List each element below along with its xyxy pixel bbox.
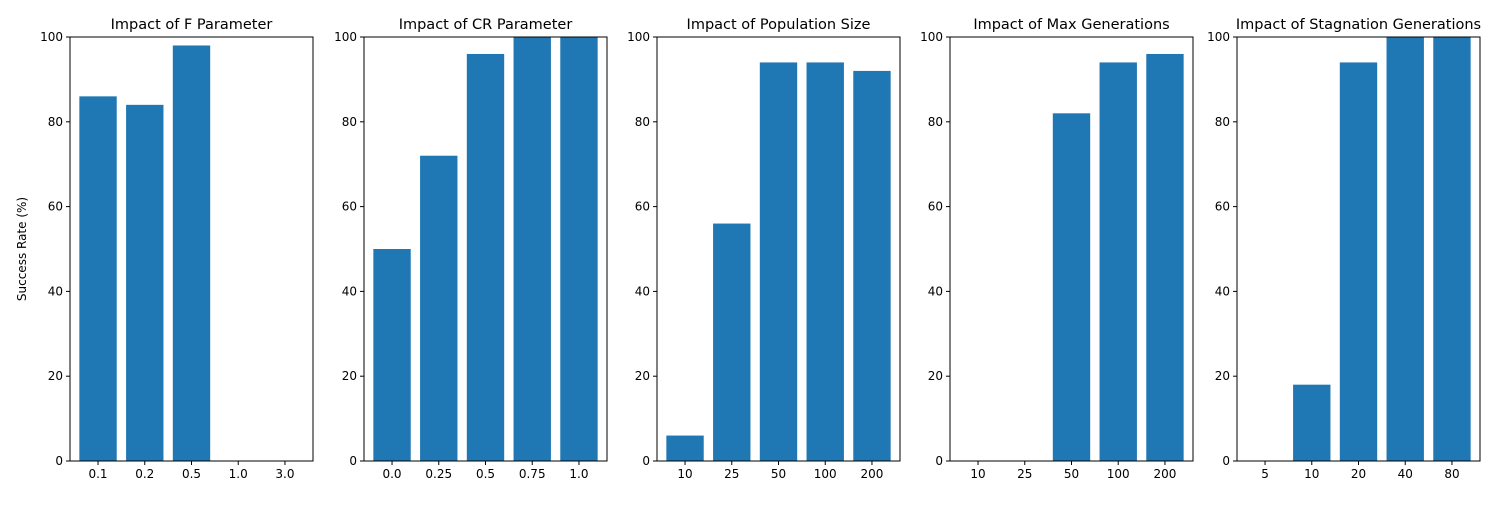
bar xyxy=(1146,53,1184,462)
bar xyxy=(126,104,164,461)
y-tick-label: 0 xyxy=(642,454,650,468)
y-tick-label: 40 xyxy=(48,284,63,298)
bar xyxy=(713,223,751,461)
subplot-2: 0.0 0.25 0.5 0.75 1.0 0 20 40 60 80 100 Impact of C… xyxy=(334,17,608,481)
bar xyxy=(1339,62,1378,461)
bar xyxy=(1293,384,1331,461)
bar xyxy=(79,96,117,462)
y-tick-label: 100 xyxy=(334,30,357,44)
x-tick-label: 10 xyxy=(970,467,985,481)
y-tick-label: 20 xyxy=(342,369,357,383)
bar xyxy=(853,70,891,462)
bar xyxy=(513,37,551,461)
y-tick-label: 0 xyxy=(349,454,357,468)
y-tick-label: 40 xyxy=(635,284,650,298)
chart-title: Impact of F Parameter xyxy=(111,17,273,33)
y-tick-label: 20 xyxy=(48,369,63,383)
subplot-1: 0.1 0.2 0.5 1.0 3.0 0 20 40 60 80 100 Impact of F P… xyxy=(15,17,314,481)
x-tick-label: 200 xyxy=(1154,467,1177,481)
subplot-5: 5 10 20 40 80 0 20 40 60 80 100 Impact of Stagnatio… xyxy=(1207,17,1481,481)
y-tick-label: 60 xyxy=(635,200,650,214)
x-tick-label: 0.75 xyxy=(519,467,546,481)
y-tick-label: 60 xyxy=(48,200,63,214)
bar xyxy=(373,249,411,461)
x-tick-label: 25 xyxy=(724,467,739,481)
x-tick-label: 200 xyxy=(861,467,884,481)
x-tick-label: 20 xyxy=(1351,467,1366,481)
bar xyxy=(759,62,798,461)
y-tick-label: 100 xyxy=(627,30,650,44)
y-tick-label: 80 xyxy=(48,115,63,129)
x-tick-label: 1.0 xyxy=(229,467,248,481)
x-tick-label: 50 xyxy=(771,467,786,481)
y-tick-label: 80 xyxy=(1215,115,1230,129)
bar xyxy=(1386,37,1424,461)
chart-title: Impact of Stagnation Generations xyxy=(1236,17,1481,33)
x-tick-label: 25 xyxy=(1017,467,1032,481)
bar xyxy=(666,435,704,461)
y-tick-label: 40 xyxy=(928,284,943,298)
x-tick-label: 100 xyxy=(1107,467,1130,481)
y-tick-label: 60 xyxy=(1215,200,1230,214)
y-tick-label: 60 xyxy=(342,200,357,214)
x-tick-label: 3.0 xyxy=(275,467,294,481)
subplot-4: 10 25 50 100 200 0 20 40 60 80 100 Impact of Max Ge… xyxy=(920,17,1194,481)
bar xyxy=(420,155,458,461)
x-tick-label: 80 xyxy=(1444,467,1459,481)
x-tick-label: 10 xyxy=(677,467,692,481)
x-tick-label: 1.0 xyxy=(569,467,588,481)
x-tick-label: 0.2 xyxy=(135,467,154,481)
y-tick-label: 100 xyxy=(1207,30,1230,44)
x-tick-label: 0.5 xyxy=(182,467,201,481)
chart-title: Impact of Max Generations xyxy=(973,17,1169,33)
x-tick-label: 5 xyxy=(1261,467,1269,481)
y-tick-label: 80 xyxy=(635,115,650,129)
x-tick-label: 40 xyxy=(1398,467,1413,481)
bar xyxy=(806,62,844,461)
y-tick-label: 20 xyxy=(928,369,943,383)
x-tick-label: 0.1 xyxy=(88,467,107,481)
bar xyxy=(172,45,211,461)
bar xyxy=(1433,37,1471,461)
y-tick-label: 0 xyxy=(55,454,63,468)
chart-title: Impact of CR Parameter xyxy=(399,17,573,33)
bar xyxy=(1052,113,1091,461)
bar xyxy=(560,37,598,461)
y-tick-label: 100 xyxy=(920,30,943,44)
chart-title: Impact of Population Size xyxy=(687,17,871,33)
x-tick-label: 10 xyxy=(1304,467,1319,481)
y-tick-label: 100 xyxy=(40,30,63,44)
y-axis-label: Success Rate (%) xyxy=(15,197,29,301)
x-tick-label: 0.25 xyxy=(425,467,452,481)
y-tick-label: 20 xyxy=(1215,369,1230,383)
x-tick-label: 0.0 xyxy=(382,467,401,481)
y-tick-label: 60 xyxy=(928,200,943,214)
subplot-3: 10 25 50 100 200 0 20 40 60 80 100 Impact of Popula… xyxy=(627,17,901,481)
y-tick-label: 80 xyxy=(928,115,943,129)
x-tick-label: 0.5 xyxy=(476,467,495,481)
bar xyxy=(466,53,505,462)
bar xyxy=(1099,62,1137,461)
x-tick-label: 50 xyxy=(1064,467,1079,481)
y-tick-label: 40 xyxy=(1215,284,1230,298)
x-tick-label: 100 xyxy=(814,467,837,481)
y-tick-label: 0 xyxy=(1222,454,1230,468)
y-tick-label: 40 xyxy=(342,284,357,298)
y-tick-label: 20 xyxy=(635,369,650,383)
y-tick-label: 0 xyxy=(935,454,943,468)
y-tick-label: 80 xyxy=(342,115,357,129)
